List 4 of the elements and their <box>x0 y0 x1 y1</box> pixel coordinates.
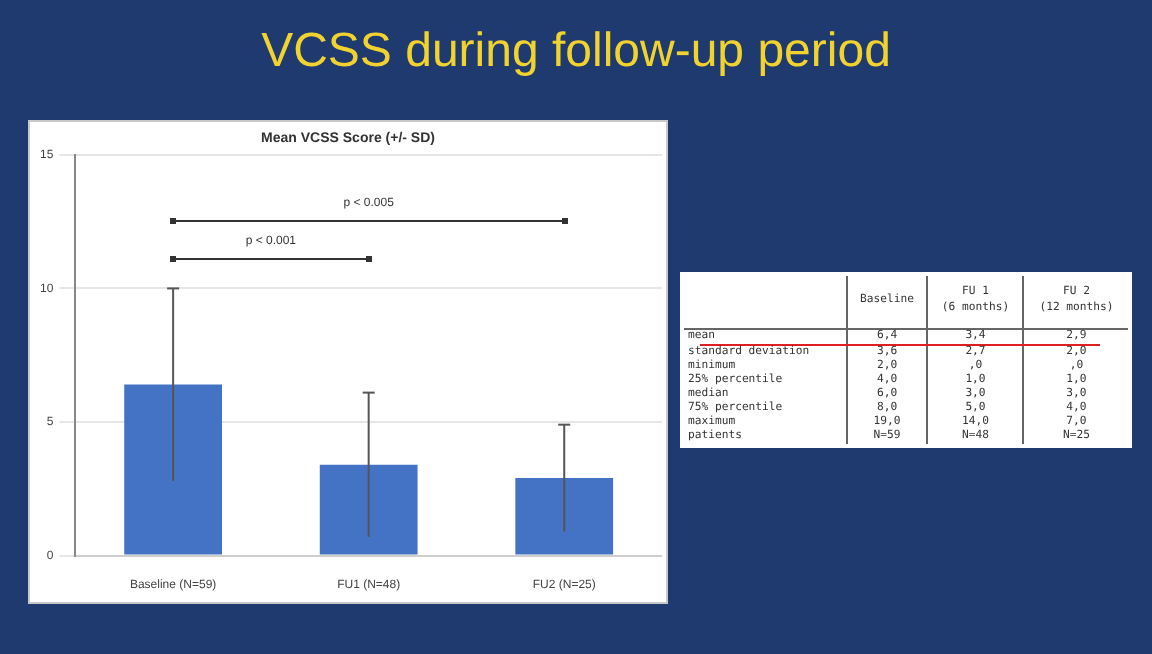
chart-title: VCSS during follow-up period <box>259 24 893 80</box>
bar <box>319 464 418 555</box>
bar <box>124 384 223 555</box>
bar <box>515 478 614 555</box>
